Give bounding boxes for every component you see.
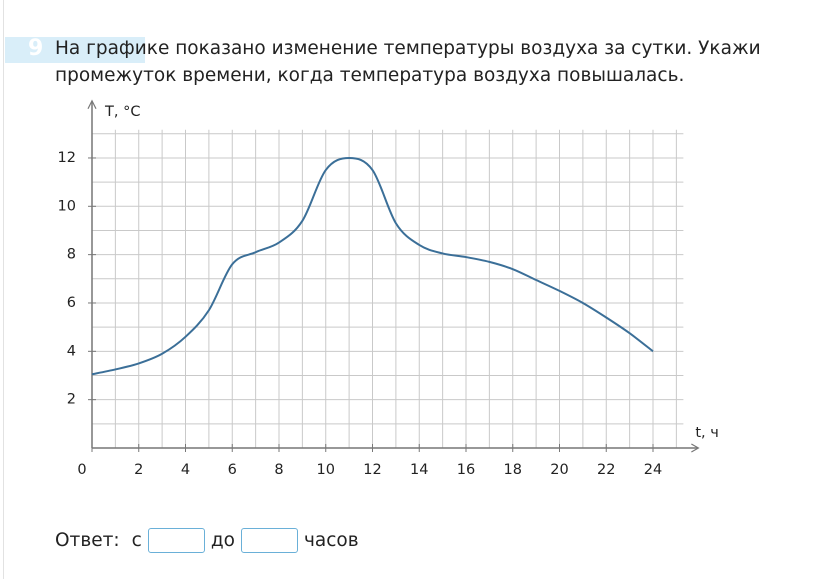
x-axis-label: t, ч — [695, 425, 718, 441]
x-tick-label: 16 — [457, 462, 475, 478]
x-tick-label: 4 — [181, 462, 190, 478]
y-tick-label: 4 — [67, 343, 76, 359]
x-tick-label: 2 — [134, 462, 143, 478]
to-label: до — [210, 530, 235, 551]
x-tick-label: 10 — [317, 462, 335, 478]
answer-label: Ответ: — [55, 530, 120, 551]
number-highlight — [5, 37, 145, 63]
unit-label: часов — [303, 530, 359, 551]
from-label: с — [131, 530, 142, 551]
x-tick-label: 8 — [274, 462, 283, 478]
y-tick-label: 12 — [58, 150, 76, 166]
x-tick-label: 6 — [228, 462, 237, 478]
x-tick-label: 0 — [77, 462, 86, 478]
y-axis-label: T, °C — [104, 104, 140, 120]
temperature-line — [91, 156, 654, 376]
x-tick-label: 12 — [363, 462, 381, 478]
x-arrow — [691, 443, 700, 453]
question-text: На графике показано изменение температур… — [55, 38, 761, 86]
border — [3, 0, 4, 579]
from-input[interactable] — [147, 528, 205, 553]
task-number: 9 — [28, 36, 44, 61]
x-tick-label: 18 — [504, 462, 522, 478]
y-tick-label: 2 — [67, 392, 76, 408]
x-tick-label: 20 — [550, 462, 568, 478]
answer-row: Ответ: с до часов — [55, 526, 359, 555]
to-input[interactable] — [240, 528, 298, 553]
y-arrow — [87, 99, 97, 110]
x-tick-label: 14 — [410, 462, 428, 478]
y-tick-label: 10 — [58, 198, 76, 214]
x-tick-label: 22 — [597, 462, 615, 478]
y-tick-label: 8 — [67, 247, 76, 263]
x-tick-label: 24 — [644, 462, 662, 478]
y-tick-label: 6 — [67, 295, 76, 311]
